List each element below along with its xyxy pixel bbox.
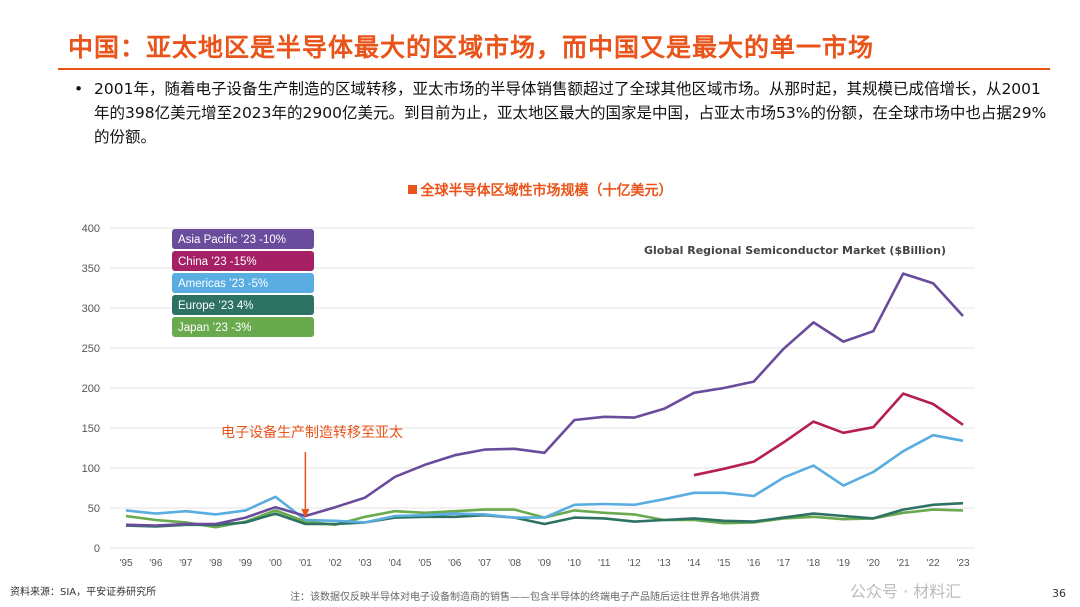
x-tick-label: '03 xyxy=(359,558,372,569)
legend-item-label: Japan ’23 -3% xyxy=(178,322,252,334)
y-tick-label: 250 xyxy=(82,343,100,355)
x-tick-label: '95 xyxy=(119,558,132,569)
chart-title-text: 全球半导体区域性市场规模（十亿美元） xyxy=(420,183,673,199)
legend-item-label: China ’23 -15% xyxy=(178,256,257,268)
legend-item-box xyxy=(172,273,314,293)
series-line-3 xyxy=(125,501,964,528)
x-tick-label: '16 xyxy=(747,558,760,569)
x-tick-label: '00 xyxy=(269,558,282,569)
page-number: 36 xyxy=(1052,587,1066,600)
footnote: 注：该数据仅反映半导体对电子设备制造商的销售——包含半导体的终端电子产品随后运往… xyxy=(290,592,760,603)
x-tick-label: '23 xyxy=(956,558,969,569)
y-tick-label: 50 xyxy=(88,503,100,515)
y-tick-label: 300 xyxy=(82,303,100,315)
inner-chart-title: Global Regional Semiconductor Market ($B… xyxy=(644,244,946,257)
x-tick-label: '21 xyxy=(897,558,910,569)
x-tick-label: '07 xyxy=(478,558,491,569)
title-divider xyxy=(58,68,1050,70)
x-tick-label: '01 xyxy=(299,558,312,569)
chart-title: 全球半导体区域性市场规模（十亿美元） xyxy=(0,180,1080,200)
annotation-arrow-icon xyxy=(301,509,310,518)
y-tick-label: 150 xyxy=(82,423,100,435)
x-tick-label: '18 xyxy=(807,558,820,569)
x-tick-label: '15 xyxy=(717,558,730,569)
series-line-1 xyxy=(693,392,964,477)
legend-item-box xyxy=(172,295,314,315)
x-tick-label: '97 xyxy=(179,558,192,569)
legend-item-label: Americas ’23 -5% xyxy=(178,278,268,290)
x-tick-label: '09 xyxy=(538,558,551,569)
x-tick-label: '08 xyxy=(508,558,521,569)
bullet-paragraph: • 2001年，随着电子设备生产制造的区域转移，亚太市场的半导体销售额超过了全球… xyxy=(74,77,1049,149)
bullet-icon: • xyxy=(74,80,84,98)
y-tick-label: 100 xyxy=(82,463,100,475)
x-tick-label: '20 xyxy=(867,558,880,569)
x-tick-label: '96 xyxy=(149,558,162,569)
x-tick-label: '05 xyxy=(418,558,431,569)
legend-item-box xyxy=(172,229,314,249)
legend-item-label: Europe ’23 4% xyxy=(178,300,253,312)
y-tick-label: 0 xyxy=(94,543,100,555)
legend-item-label: Asia Pacific ’23 -10% xyxy=(178,234,286,246)
slide-title: 中国：亚太地区是半导体最大的区域市场，而中国又是最大的单一市场 xyxy=(68,33,875,62)
legend-item-box xyxy=(172,251,314,271)
x-tick-label: '06 xyxy=(448,558,461,569)
x-tick-label: '19 xyxy=(837,558,850,569)
y-tick-label: 350 xyxy=(82,263,100,275)
y-tick-label: 400 xyxy=(82,223,100,235)
x-tick-label: '22 xyxy=(927,558,940,569)
x-tick-label: '12 xyxy=(628,558,641,569)
x-tick-label: '04 xyxy=(389,558,402,569)
x-tick-label: '14 xyxy=(687,558,700,569)
series-line-0 xyxy=(125,272,964,527)
bullet-text: 2001年，随着电子设备生产制造的区域转移，亚太市场的半导体销售额超过了全球其他… xyxy=(94,80,1047,146)
legend-item-box xyxy=(172,317,314,337)
annotation-text: 电子设备生产制造转移至亚太 xyxy=(221,424,403,441)
series-line-2 xyxy=(125,433,964,524)
x-tick-label: '10 xyxy=(568,558,581,569)
square-icon xyxy=(407,185,417,194)
x-tick-label: '99 xyxy=(239,558,252,569)
watermark: 公众号 · 材料汇 xyxy=(850,582,962,601)
x-tick-label: '98 xyxy=(209,558,222,569)
x-tick-label: '11 xyxy=(598,558,611,569)
y-tick-label: 200 xyxy=(82,383,100,395)
x-tick-label: '13 xyxy=(658,558,671,569)
x-tick-label: '17 xyxy=(777,558,790,569)
x-tick-label: '02 xyxy=(329,558,342,569)
source-note: 资料来源：SIA，平安证券研究所 xyxy=(10,587,157,598)
